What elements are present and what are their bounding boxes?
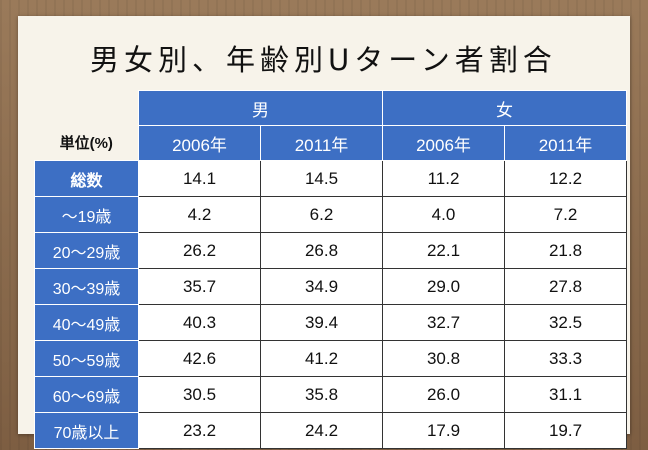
row-label: 70歳以上 xyxy=(34,412,139,449)
page-title: 男女別、年齢別Uターン者割合 xyxy=(90,43,557,77)
group-header-male: 男 xyxy=(138,90,383,126)
table-cell: 39.4 xyxy=(260,304,383,341)
table-cell: 32.7 xyxy=(382,304,505,341)
table-cell: 40.3 xyxy=(138,304,261,341)
year-header: 2006年 xyxy=(382,125,505,161)
group-header-female: 女 xyxy=(382,90,627,126)
row-label: 30～39歳 xyxy=(34,268,139,305)
table-cell: 42.6 xyxy=(138,340,261,377)
table-cell: 6.2 xyxy=(260,196,383,233)
corner-blank xyxy=(35,91,139,126)
table-cell: 22.1 xyxy=(382,232,505,269)
table-cell: 12.2 xyxy=(504,160,627,197)
table-cell: 23.2 xyxy=(138,412,261,449)
year-header: 2011年 xyxy=(504,125,627,161)
table-cell: 24.2 xyxy=(260,412,383,449)
year-header: 2011年 xyxy=(260,125,383,161)
table-cell: 30.5 xyxy=(138,376,261,413)
year-header: 2006年 xyxy=(138,125,261,161)
table-cell: 26.8 xyxy=(260,232,383,269)
table-cell: 32.5 xyxy=(504,304,627,341)
table-cell: 31.1 xyxy=(504,376,627,413)
table-cell: 30.8 xyxy=(382,340,505,377)
row-label: 60～69歳 xyxy=(34,376,139,413)
table-cell: 35.7 xyxy=(138,268,261,305)
row-label: 40～49歳 xyxy=(34,304,139,341)
unit-label: 単位(%) xyxy=(59,135,113,153)
year-header-row: 単位(%) 2006年 2011年 2006年 2011年 xyxy=(35,125,627,161)
table-row: 総数 14.1 14.5 11.2 12.2 xyxy=(34,160,627,197)
table-cell: 41.2 xyxy=(260,340,383,377)
table-row: 20～29歳 26.2 26.8 22.1 21.8 xyxy=(34,232,627,269)
data-table: 男 女 単位(%) 2006年 2011年 2006年 2011年 総数 14.1… xyxy=(34,90,627,449)
table-cell: 26.2 xyxy=(138,232,261,269)
table-row: ～19歳 4.2 6.2 4.0 7.2 xyxy=(34,196,627,233)
table-cell: 14.5 xyxy=(260,160,383,197)
table-row: 50～59歳 42.6 41.2 30.8 33.3 xyxy=(34,340,627,377)
table-cell: 4.2 xyxy=(138,196,261,233)
table-cell: 17.9 xyxy=(382,412,505,449)
table-row: 30～39歳 35.7 34.9 29.0 27.8 xyxy=(34,268,627,305)
table-cell: 33.3 xyxy=(504,340,627,377)
table-cell: 35.8 xyxy=(260,376,383,413)
table-cell: 14.1 xyxy=(138,160,261,197)
table-cell: 21.8 xyxy=(504,232,627,269)
table-cell: 34.9 xyxy=(260,268,383,305)
table-cell: 29.0 xyxy=(382,268,505,305)
table-row: 60～69歳 30.5 35.8 26.0 31.1 xyxy=(34,376,627,413)
group-header-row: 男 女 xyxy=(35,90,627,126)
table-cell: 26.0 xyxy=(382,376,505,413)
table-cell: 19.7 xyxy=(504,412,627,449)
table-cell: 7.2 xyxy=(504,196,627,233)
table-cell: 27.8 xyxy=(504,268,627,305)
row-label: ～19歳 xyxy=(34,196,139,233)
table-row: 70歳以上 23.2 24.2 17.9 19.7 xyxy=(34,412,627,449)
table-row: 40～49歳 40.3 39.4 32.7 32.5 xyxy=(34,304,627,341)
table-cell: 11.2 xyxy=(382,160,505,197)
row-label: 総数 xyxy=(34,160,139,197)
row-label: 20～29歳 xyxy=(34,232,139,269)
row-label: 50～59歳 xyxy=(34,340,139,377)
table-cell: 4.0 xyxy=(382,196,505,233)
